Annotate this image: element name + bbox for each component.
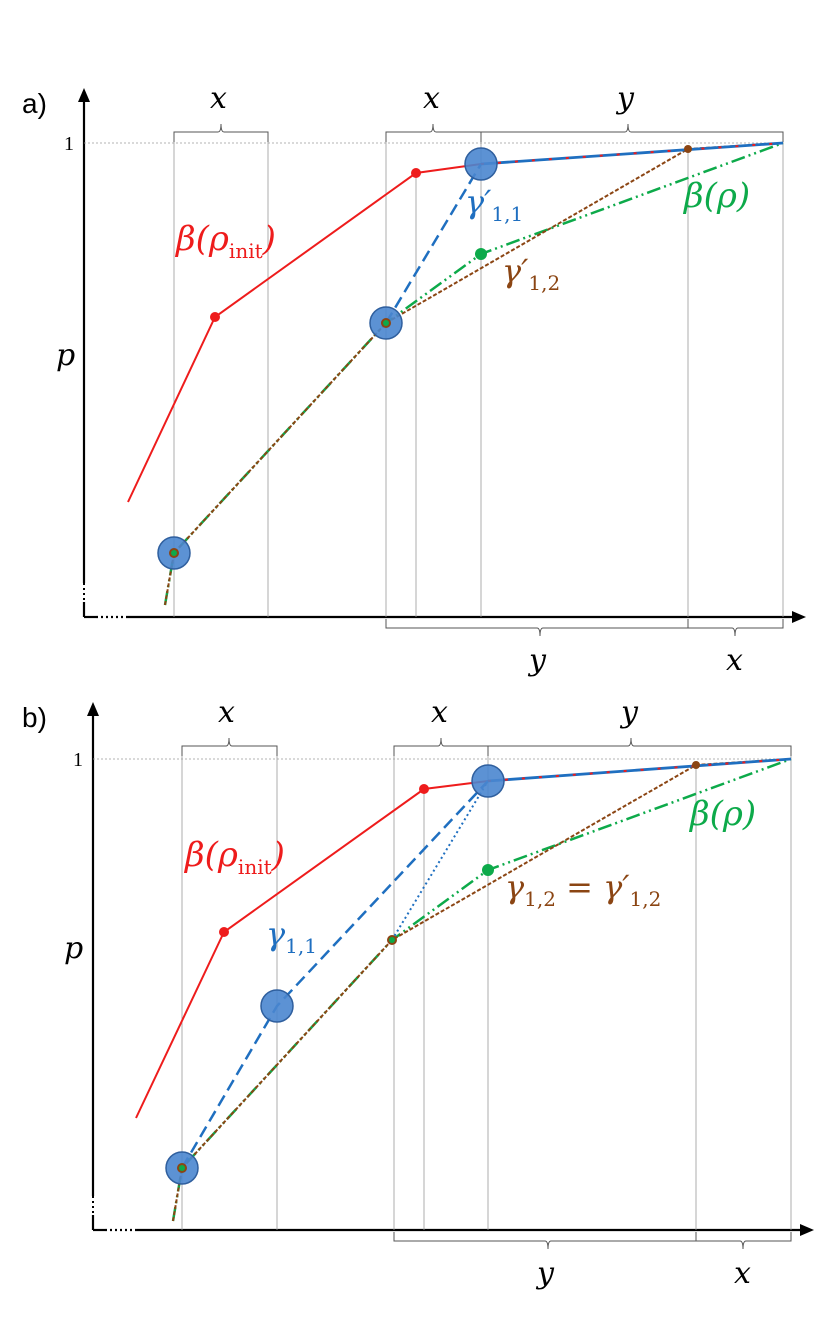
panel-b-brace-bottom-1 bbox=[393, 1232, 697, 1250]
panel-a-bottom-braces: y x bbox=[385, 619, 784, 678]
panel-a-bottom-brace-label-1: y bbox=[527, 643, 547, 678]
panel-b-bottom-braces: y x bbox=[393, 1232, 792, 1291]
panel-a-axes bbox=[78, 88, 806, 623]
panel-b-green-point-2 bbox=[389, 937, 395, 943]
panel-b-axes bbox=[87, 702, 814, 1236]
panel-b-brown-point-3 bbox=[692, 761, 700, 769]
panel-a-top-brace-label-3: y bbox=[615, 81, 635, 116]
panel-b-y-arrowhead bbox=[87, 702, 99, 716]
panel-b-top-braces: x x y bbox=[181, 695, 792, 756]
panel-a-beta-init-label: β(ρinit) bbox=[174, 219, 276, 263]
panel-b-beta-init-point-2 bbox=[419, 784, 429, 794]
panel-b-bottom-brace-label-2: x bbox=[734, 1256, 751, 1291]
panel-b-top-brace-label-1: x bbox=[218, 695, 235, 730]
panel-a-gamma11-dash bbox=[384, 163, 483, 324]
panel-a-y-tick-1: 1 bbox=[64, 133, 74, 155]
panel-a-gamma11-curve bbox=[384, 141, 784, 324]
panel-b-gamma11-label: γ1,1 bbox=[266, 915, 317, 958]
panel-a-gamma11-label: γ′1,1 bbox=[465, 183, 523, 226]
panel-a-x-arrowhead bbox=[792, 611, 806, 623]
panel-a-guides bbox=[84, 132, 784, 617]
panel-b-blue-circle-3 bbox=[471, 764, 505, 798]
panel-b-markers bbox=[165, 761, 700, 1185]
panel-b-brace-top-2 bbox=[393, 737, 489, 756]
panel-b-brace-top-3 bbox=[487, 737, 792, 756]
panel-b-green-point-3 bbox=[482, 864, 494, 876]
panel-a-beta-init-point-1 bbox=[210, 312, 220, 322]
panel-a-brace-bottom-2 bbox=[687, 619, 784, 637]
panel-a-brace-top-1 bbox=[173, 123, 269, 142]
panel-b-top-brace-label-3: y bbox=[619, 695, 639, 730]
panel-a-green-point-3 bbox=[475, 248, 487, 260]
panel-a-label: a) bbox=[22, 88, 47, 119]
panel-b-green-point-1 bbox=[179, 1165, 185, 1171]
panel-b-label: b) bbox=[22, 702, 47, 733]
panel-a-bottom-brace-label-2: x bbox=[726, 643, 743, 678]
panel-b-gamma11-dotted bbox=[391, 780, 489, 941]
panel-a-brace-top-3 bbox=[480, 123, 784, 142]
panel-a: a) 1 p x bbox=[22, 81, 806, 678]
panel-b-top-brace-label-2: x bbox=[431, 695, 448, 730]
panel-a-y-axis-label: p bbox=[56, 338, 75, 373]
panel-b-gamma12-label: γ1,2 = γ′1,2 bbox=[505, 868, 661, 911]
panel-b-gamma11-top bbox=[487, 757, 792, 783]
panel-b-beta-label: β(ρ) bbox=[688, 794, 756, 834]
panel-b-blue-circle-2 bbox=[260, 989, 294, 1023]
panel-a-top-brace-label-1: x bbox=[210, 81, 227, 116]
panel-a-gamma12-label: γ′1,2 bbox=[502, 252, 560, 295]
panel-b-brace-top-1 bbox=[181, 737, 278, 756]
panel-a-brace-top-2 bbox=[385, 123, 482, 142]
panel-b-beta-init-label: β(ρinit) bbox=[183, 835, 285, 879]
panel-b-y-tick-1: 1 bbox=[73, 749, 83, 771]
panel-a-top-brace-label-2: x bbox=[423, 81, 440, 116]
panel-a-brace-bottom-1 bbox=[385, 619, 689, 637]
panel-b: b) 1 p x bbox=[22, 695, 814, 1291]
panel-a-beta-init-point-2 bbox=[411, 168, 421, 178]
panel-a-brown-point-3 bbox=[684, 145, 692, 153]
panel-b-beta-init-point-1 bbox=[219, 927, 229, 937]
panel-a-blue-circle-3 bbox=[464, 147, 498, 181]
panel-a-y-arrowhead bbox=[78, 88, 90, 102]
panel-a-markers bbox=[157, 145, 692, 570]
panel-b-bottom-brace-label-1: y bbox=[535, 1256, 555, 1291]
panel-a-gamma11-top bbox=[480, 141, 784, 166]
panel-b-brace-bottom-2 bbox=[695, 1232, 792, 1250]
panel-b-x-arrowhead bbox=[800, 1224, 814, 1236]
panel-b-guides bbox=[93, 746, 792, 1230]
panel-a-green-point-1 bbox=[171, 550, 177, 556]
panel-a-beta-label: β(ρ) bbox=[682, 176, 750, 216]
panel-a-green-point-2 bbox=[383, 320, 389, 326]
panel-b-y-axis-label: p bbox=[64, 931, 83, 966]
panel-a-top-braces: x x y bbox=[173, 81, 784, 142]
